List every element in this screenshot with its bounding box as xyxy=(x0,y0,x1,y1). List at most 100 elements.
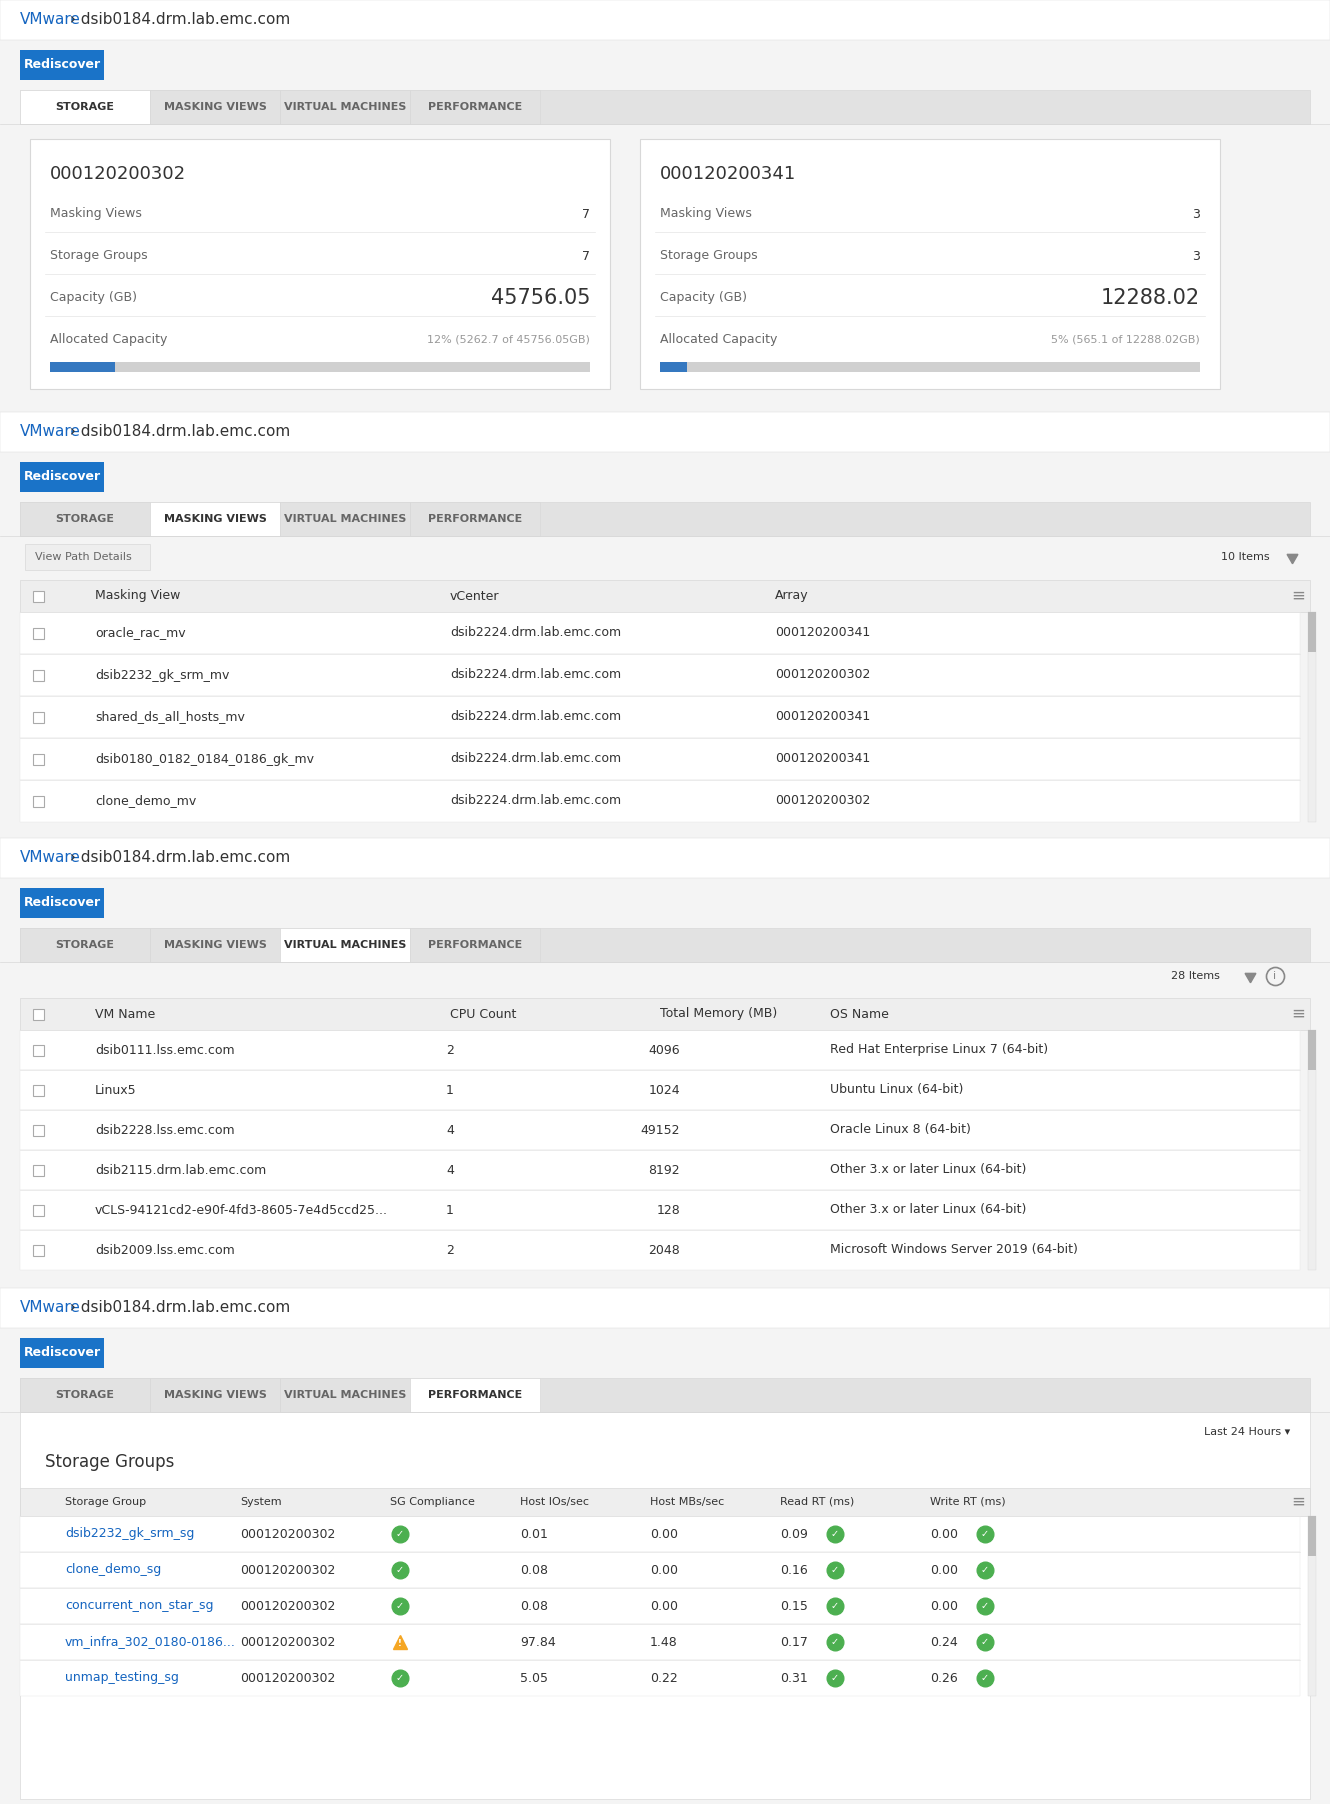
Bar xyxy=(32,1045,44,1055)
Text: STORAGE: STORAGE xyxy=(56,940,114,951)
Text: ✓: ✓ xyxy=(831,1530,839,1539)
Text: 000120200341: 000120200341 xyxy=(775,626,870,639)
Bar xyxy=(20,927,150,962)
Text: VMware: VMware xyxy=(20,13,81,27)
Bar xyxy=(32,1165,44,1176)
Text: 0.16: 0.16 xyxy=(779,1564,807,1577)
Bar xyxy=(20,1339,104,1367)
Text: Other 3.x or later Linux (64-bit): Other 3.x or later Linux (64-bit) xyxy=(830,1203,1027,1216)
Text: 000120200302: 000120200302 xyxy=(775,794,870,808)
Text: ✓: ✓ xyxy=(396,1566,404,1575)
Text: › dsib0184.drm.lab.emc.com: › dsib0184.drm.lab.emc.com xyxy=(65,424,290,440)
Text: concurrent_non_star_sg: concurrent_non_star_sg xyxy=(65,1600,214,1613)
Text: 4: 4 xyxy=(446,1164,454,1176)
Bar xyxy=(20,1109,1299,1149)
Text: Allocated Capacity: Allocated Capacity xyxy=(51,334,168,346)
Bar xyxy=(0,40,1330,141)
Bar xyxy=(20,1624,1299,1660)
Text: 0.01: 0.01 xyxy=(520,1528,548,1541)
Text: VMware: VMware xyxy=(20,1301,81,1315)
Bar xyxy=(150,1378,281,1413)
Text: clone_demo_sg: clone_demo_sg xyxy=(65,1564,161,1577)
Text: dsib2228.lss.emc.com: dsib2228.lss.emc.com xyxy=(94,1124,234,1137)
Text: Red Hat Enterprise Linux 7 (64-bit): Red Hat Enterprise Linux 7 (64-bit) xyxy=(830,1043,1048,1057)
Bar xyxy=(32,711,44,722)
Bar xyxy=(660,363,1200,372)
Bar xyxy=(640,139,1220,390)
Text: ✓: ✓ xyxy=(982,1530,990,1539)
Text: 4096: 4096 xyxy=(649,1043,680,1057)
Bar xyxy=(150,90,281,124)
Text: 0.31: 0.31 xyxy=(779,1672,807,1685)
Bar xyxy=(32,1008,44,1019)
Bar xyxy=(20,581,1310,612)
Text: Capacity (GB): Capacity (GB) xyxy=(660,292,747,305)
Bar xyxy=(1307,612,1315,651)
Text: VIRTUAL MACHINES: VIRTUAL MACHINES xyxy=(283,1391,406,1400)
Text: Linux5: Linux5 xyxy=(94,1084,137,1097)
Text: CPU Count: CPU Count xyxy=(450,1007,516,1021)
Bar xyxy=(20,888,104,918)
Text: OS Name: OS Name xyxy=(830,1007,888,1021)
Bar xyxy=(25,545,150,570)
Bar xyxy=(0,1696,1330,1804)
Text: Oracle Linux 8 (64-bit): Oracle Linux 8 (64-bit) xyxy=(830,1124,971,1137)
Bar xyxy=(150,927,281,962)
Text: 1.48: 1.48 xyxy=(650,1636,678,1649)
Bar xyxy=(410,927,540,962)
Text: Rediscover: Rediscover xyxy=(24,897,101,909)
Text: System: System xyxy=(239,1497,282,1506)
Text: 000120200302: 000120200302 xyxy=(239,1636,335,1649)
Bar xyxy=(410,1378,540,1413)
Text: unmap_testing_sg: unmap_testing_sg xyxy=(65,1672,178,1685)
Bar xyxy=(32,796,44,806)
Text: STORAGE: STORAGE xyxy=(56,103,114,112)
Text: Storage Groups: Storage Groups xyxy=(45,1452,174,1470)
Text: › dsib0184.drm.lab.emc.com: › dsib0184.drm.lab.emc.com xyxy=(65,850,290,866)
Text: ✓: ✓ xyxy=(982,1566,990,1575)
Text: vm_infra_302_0180-0186...: vm_infra_302_0180-0186... xyxy=(65,1636,235,1649)
Bar xyxy=(0,0,1330,40)
Bar xyxy=(32,669,44,680)
Bar xyxy=(32,1205,44,1216)
Bar xyxy=(20,1149,1299,1191)
Text: dsib2009.lss.emc.com: dsib2009.lss.emc.com xyxy=(94,1243,235,1257)
Text: 0.17: 0.17 xyxy=(779,1636,807,1649)
Text: 0.00: 0.00 xyxy=(650,1528,678,1541)
Text: dsib2224.drm.lab.emc.com: dsib2224.drm.lab.emc.com xyxy=(450,752,621,765)
Text: 128: 128 xyxy=(656,1203,680,1216)
Text: 8192: 8192 xyxy=(649,1164,680,1176)
Text: Storage Group: Storage Group xyxy=(65,1497,146,1506)
Bar xyxy=(20,1515,1299,1551)
Bar xyxy=(0,962,1330,1292)
Text: 000120200302: 000120200302 xyxy=(239,1564,335,1577)
Bar xyxy=(410,90,540,124)
Bar xyxy=(32,1245,44,1256)
Text: dsib2115.drm.lab.emc.com: dsib2115.drm.lab.emc.com xyxy=(94,1164,266,1176)
Bar xyxy=(0,839,1330,879)
Text: Masking View: Masking View xyxy=(94,590,181,603)
Bar xyxy=(20,1588,1299,1624)
Bar xyxy=(20,90,150,124)
Text: Total Memory (MB): Total Memory (MB) xyxy=(660,1007,777,1021)
Text: 0.00: 0.00 xyxy=(650,1600,678,1613)
Text: STORAGE: STORAGE xyxy=(56,514,114,523)
Text: 1: 1 xyxy=(446,1084,454,1097)
Text: Array: Array xyxy=(775,590,809,603)
Text: PERFORMANCE: PERFORMANCE xyxy=(428,1391,523,1400)
Text: PERFORMANCE: PERFORMANCE xyxy=(428,514,523,523)
Text: ✓: ✓ xyxy=(982,1636,990,1647)
Bar xyxy=(281,502,410,536)
Bar xyxy=(20,738,1299,779)
Bar xyxy=(1307,1030,1315,1270)
Text: 000120200341: 000120200341 xyxy=(775,752,870,765)
Text: 000120200302: 000120200302 xyxy=(239,1600,335,1613)
Text: ✓: ✓ xyxy=(831,1636,839,1647)
Text: SG Compliance: SG Compliance xyxy=(390,1497,475,1506)
Bar xyxy=(20,927,1310,962)
Bar xyxy=(32,754,44,765)
Text: i: i xyxy=(1273,971,1277,981)
Bar xyxy=(20,51,104,79)
Text: STORAGE: STORAGE xyxy=(56,1391,114,1400)
Text: Microsoft Windows Server 2019 (64-bit): Microsoft Windows Server 2019 (64-bit) xyxy=(830,1243,1077,1257)
